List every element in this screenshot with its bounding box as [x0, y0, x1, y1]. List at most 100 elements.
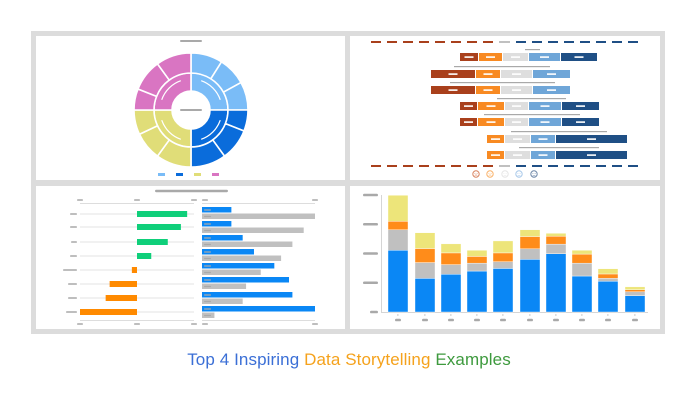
- stacked-segment: [387, 195, 409, 222]
- stacked-segment: [519, 236, 541, 250]
- stacked-segment: [624, 286, 646, 290]
- grouped-bar: [202, 306, 315, 312]
- row-category-label: [63, 269, 77, 271]
- x-tick-label: [632, 318, 638, 322]
- dash-positive: [612, 41, 622, 43]
- stacked-segment: [466, 250, 488, 257]
- stacked-segment: [492, 268, 514, 313]
- chart-title-placeholder: [180, 40, 202, 42]
- segment-label-placeholder: [538, 154, 548, 156]
- face-eye: [519, 172, 521, 174]
- dash-positive: [596, 41, 606, 43]
- grouped-bar: [202, 249, 254, 255]
- x-tick-label: [500, 318, 506, 322]
- stacked-segment: [519, 248, 541, 260]
- stacked-segment: [519, 259, 541, 313]
- stacked-segment: [624, 289, 646, 293]
- x-tick-label: [448, 318, 454, 322]
- x-tick: [476, 314, 478, 316]
- x-tick: [450, 314, 452, 316]
- dash-negative: [451, 165, 461, 167]
- range-line: [511, 131, 607, 133]
- dash-negative: [483, 41, 493, 43]
- face-eye: [476, 172, 478, 174]
- stacked-segment: [571, 262, 593, 277]
- diverging-bar: [137, 239, 168, 245]
- legend-swatch: [212, 173, 219, 176]
- dash-positive: [580, 41, 590, 43]
- page-caption: Top 4 Inspiring Data Storytelling Exampl…: [0, 350, 698, 370]
- grouped-bar: [202, 207, 232, 213]
- segment-label-placeholder: [448, 73, 458, 75]
- diverging-panel: [36, 186, 345, 329]
- range-line: [450, 82, 555, 84]
- grouped-bar: [202, 213, 315, 219]
- dash-positive: [548, 41, 558, 43]
- face-eye: [490, 172, 492, 174]
- very-sad-face-icon: [472, 170, 480, 178]
- caption-part-3: Examples: [430, 350, 511, 369]
- row-category-label: [66, 311, 77, 313]
- axis-tick-label: [202, 199, 208, 201]
- segment-label-placeholder: [574, 56, 584, 58]
- range-line: [497, 98, 566, 100]
- segment-label-placeholder: [464, 105, 473, 107]
- stacked-segment: [440, 252, 462, 265]
- sunburst-outer-segment: [156, 52, 192, 82]
- dash-negative: [467, 165, 477, 167]
- bottom-axis: [202, 320, 315, 321]
- x-tick: [397, 314, 399, 316]
- grouped-bar: [202, 263, 275, 269]
- stacked-segment: [597, 281, 619, 313]
- axis-tick-label: [77, 199, 83, 201]
- segment-label-placeholder: [513, 138, 522, 140]
- dash-negative: [387, 165, 397, 167]
- dash-negative: [403, 41, 413, 43]
- segment-label-placeholder: [587, 154, 596, 156]
- row-category-label: [70, 255, 77, 257]
- stacked-segment: [571, 253, 593, 264]
- diverging-bar: [109, 281, 137, 287]
- diverging-bar: [137, 253, 152, 259]
- diverging-bar-chart: [63, 189, 318, 325]
- sunburst-label-arc: [200, 80, 221, 101]
- neutral-face-icon: [501, 170, 509, 178]
- stacked-segment: [597, 273, 619, 279]
- x-tick-label: [579, 318, 585, 322]
- bar-value-label: [204, 215, 211, 218]
- face-outline: [530, 170, 538, 178]
- dash-negative: [387, 41, 397, 43]
- stacked-segment: [414, 248, 436, 263]
- stacked-segment: [624, 291, 646, 296]
- face-outline: [515, 170, 523, 178]
- x-tick: [424, 314, 426, 316]
- row-category-label: [68, 297, 77, 299]
- stacked-segment: [414, 232, 436, 249]
- range-line: [484, 114, 580, 116]
- face-outline: [472, 170, 480, 178]
- bar-value-label: [204, 237, 211, 239]
- x-tick: [581, 314, 583, 316]
- segment-label-placeholder: [512, 73, 521, 75]
- sunburst-label-arc: [161, 80, 182, 101]
- segment-label-placeholder: [540, 56, 549, 58]
- stacked-segment: [440, 243, 462, 254]
- very-happy-face-icon: [530, 170, 538, 178]
- dash-negative: [403, 165, 413, 167]
- happy-face-icon: [515, 170, 523, 178]
- x-tick: [634, 314, 636, 316]
- grouped-bar: [202, 292, 293, 298]
- legend-swatch: [194, 173, 201, 176]
- dash-negative: [435, 41, 445, 43]
- segment-label-placeholder: [513, 154, 522, 156]
- diverging-bar: [80, 309, 137, 315]
- face-eye: [474, 172, 476, 174]
- axis-tick-label: [134, 323, 140, 325]
- dash-positive: [580, 165, 590, 167]
- segment-label-placeholder: [448, 89, 458, 91]
- caption-part-2: Data Storytelling: [304, 350, 431, 369]
- axis-tick-label: [191, 199, 197, 201]
- stacked-segment: [440, 264, 462, 275]
- dash-positive: [612, 165, 622, 167]
- row-category-label: [71, 241, 77, 243]
